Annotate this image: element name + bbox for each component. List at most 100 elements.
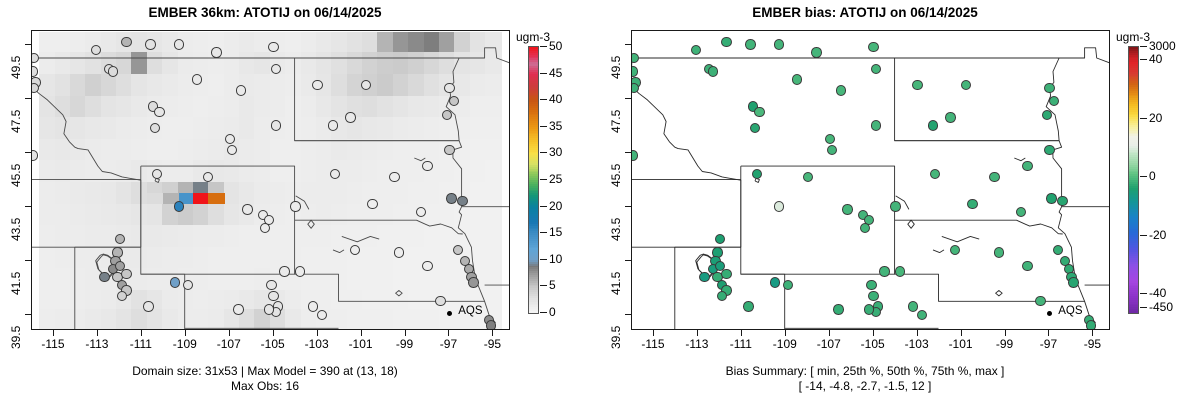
obs-point[interactable] <box>754 106 765 118</box>
obs-point[interactable] <box>714 260 726 272</box>
obs-point[interactable] <box>632 52 640 64</box>
obs-point[interactable] <box>149 123 161 134</box>
obs-point[interactable] <box>774 201 785 212</box>
obs-point[interactable] <box>121 36 132 47</box>
obs-point[interactable] <box>782 279 794 291</box>
obs-point[interactable] <box>749 123 761 134</box>
obs-point[interactable] <box>32 52 40 64</box>
obs-point[interactable] <box>774 39 785 50</box>
obs-point[interactable] <box>1057 196 1068 207</box>
obs-point[interactable] <box>279 266 290 277</box>
obs-point[interactable] <box>312 79 323 91</box>
obs-point[interactable] <box>721 269 732 280</box>
obs-point[interactable] <box>360 79 372 91</box>
obs-point[interactable] <box>174 201 185 212</box>
obs-point[interactable] <box>90 44 101 56</box>
obs-point[interactable] <box>422 160 433 172</box>
obs-point[interactable] <box>716 290 728 302</box>
obs-point[interactable] <box>442 109 453 120</box>
obs-point[interactable] <box>864 304 875 315</box>
obs-point[interactable] <box>367 198 378 210</box>
obs-point[interactable] <box>486 320 497 329</box>
obs-point[interactable] <box>1044 82 1055 93</box>
obs-point[interactable] <box>327 120 339 131</box>
obs-point[interactable] <box>294 266 306 277</box>
obs-point[interactable] <box>714 233 726 245</box>
obs-point[interactable] <box>316 309 328 320</box>
obs-point[interactable] <box>202 171 213 183</box>
obs-point[interactable] <box>268 42 279 53</box>
obs-point[interactable] <box>32 82 40 93</box>
obs-point[interactable] <box>721 36 732 47</box>
obs-point[interactable] <box>270 63 282 75</box>
obs-point[interactable] <box>1035 296 1046 307</box>
obs-point[interactable] <box>894 266 906 277</box>
obs-point[interactable] <box>182 279 194 291</box>
obs-point[interactable] <box>930 169 941 180</box>
obs-point[interactable] <box>270 120 282 131</box>
obs-point[interactable] <box>1068 277 1079 288</box>
obs-point[interactable] <box>448 96 460 107</box>
obs-point[interactable] <box>791 74 802 85</box>
obs-point[interactable] <box>422 260 433 272</box>
obs-point[interactable] <box>949 244 961 256</box>
obs-point[interactable] <box>266 279 277 291</box>
obs-point[interactable] <box>174 39 185 50</box>
obs-point[interactable] <box>879 266 890 277</box>
obs-point[interactable] <box>842 204 853 215</box>
obs-point[interactable] <box>191 74 202 85</box>
obs-point[interactable] <box>444 82 455 93</box>
obs-point[interactable] <box>811 47 822 58</box>
obs-point[interactable] <box>1022 160 1033 172</box>
obs-point[interactable] <box>147 101 159 112</box>
obs-point[interactable] <box>152 169 163 180</box>
obs-point[interactable] <box>993 247 1005 258</box>
obs-point[interactable] <box>690 44 701 56</box>
obs-point[interactable] <box>257 209 268 220</box>
obs-point[interactable] <box>226 144 238 156</box>
obs-point[interactable] <box>1042 109 1053 120</box>
obs-point[interactable] <box>745 39 756 50</box>
obs-point[interactable] <box>857 209 868 220</box>
obs-point[interactable] <box>826 144 838 156</box>
obs-point[interactable] <box>264 304 275 315</box>
obs-point[interactable] <box>349 244 361 256</box>
obs-point[interactable] <box>290 201 301 212</box>
obs-point[interactable] <box>415 206 427 218</box>
obs-point[interactable] <box>145 39 156 50</box>
obs-point[interactable] <box>967 198 978 210</box>
obs-point[interactable] <box>259 223 271 234</box>
obs-point[interactable] <box>468 277 479 288</box>
obs-point[interactable] <box>457 196 468 207</box>
obs-point[interactable] <box>444 144 455 156</box>
obs-point[interactable] <box>330 169 341 180</box>
obs-point[interactable] <box>859 223 871 234</box>
obs-point[interactable] <box>108 66 119 77</box>
obs-point[interactable] <box>453 244 464 256</box>
obs-point[interactable] <box>868 42 879 53</box>
obs-point[interactable] <box>1022 260 1033 272</box>
obs-point[interactable] <box>1053 244 1064 256</box>
obs-point[interactable] <box>32 66 39 77</box>
obs-point[interactable] <box>752 169 763 180</box>
obs-point[interactable] <box>908 301 919 312</box>
obs-point[interactable] <box>708 66 719 77</box>
obs-point[interactable] <box>32 150 39 161</box>
obs-point[interactable] <box>224 133 235 145</box>
obs-point[interactable] <box>233 304 244 315</box>
obs-point[interactable] <box>632 66 639 77</box>
obs-point[interactable] <box>1044 144 1055 156</box>
obs-point[interactable] <box>833 304 844 315</box>
obs-point[interactable] <box>1015 206 1027 218</box>
obs-point[interactable] <box>169 277 180 288</box>
obs-point[interactable] <box>235 85 246 96</box>
obs-point[interactable] <box>632 150 639 161</box>
obs-point[interactable] <box>143 301 154 312</box>
obs-point[interactable] <box>835 85 846 96</box>
obs-point[interactable] <box>743 301 754 312</box>
obs-point[interactable] <box>632 82 640 93</box>
obs-point[interactable] <box>389 171 400 183</box>
obs-point[interactable] <box>870 120 882 131</box>
obs-point[interactable] <box>868 290 879 302</box>
obs-point[interactable] <box>866 279 877 291</box>
